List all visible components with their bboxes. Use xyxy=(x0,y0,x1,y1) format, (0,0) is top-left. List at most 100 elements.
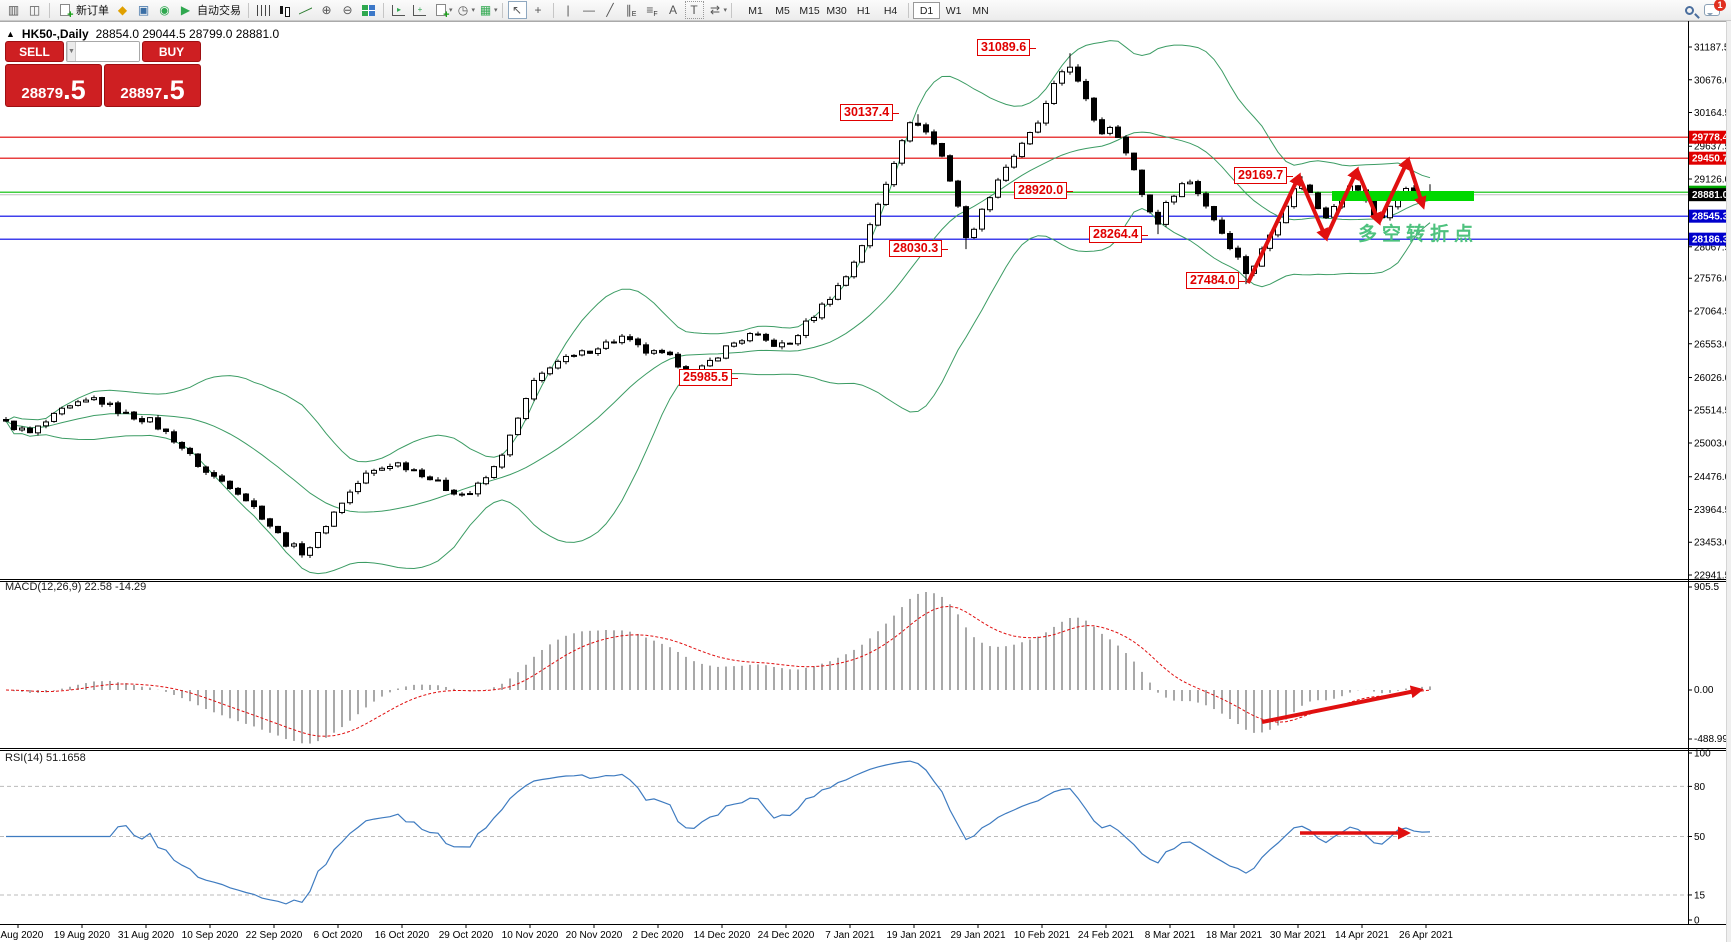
arrows-tool-icon[interactable]: ⇄ xyxy=(710,3,721,17)
timeframe-button-H1[interactable]: H1 xyxy=(850,2,877,19)
price-callout[interactable]: 27484.0 xyxy=(1186,272,1246,289)
svg-text:25514.5: 25514.5 xyxy=(1694,406,1731,417)
svg-text:30676.0: 30676.0 xyxy=(1694,75,1731,86)
timeframe-button-M1[interactable]: M1 xyxy=(742,2,769,19)
arrows-caret-icon[interactable]: ▾ xyxy=(723,7,728,14)
line-glyph xyxy=(299,5,312,16)
notification-badge[interactable]: 1 xyxy=(1714,0,1726,11)
timeframe-button-MN[interactable]: MN xyxy=(967,2,994,19)
svg-text:31187.5: 31187.5 xyxy=(1694,43,1730,54)
svg-text:26553.0: 26553.0 xyxy=(1694,339,1731,350)
chart-canvas[interactable]: 31187.5 30676.0 30164.5 29637.5 29126.0 28067… xyxy=(0,21,1731,942)
macd-panel: 905.5 0.00 -488.99 xyxy=(5,582,1728,745)
text-label-tool-icon[interactable]: T xyxy=(684,1,704,19)
timeframe-button-D1[interactable]: D1 xyxy=(913,1,941,19)
new-chart-icon[interactable]: ▥ xyxy=(7,3,20,17)
text-tool-icon[interactable]: A xyxy=(669,3,678,17)
panel-borders xyxy=(0,21,1731,925)
candlestick-mode-icon[interactable] xyxy=(275,1,294,19)
market-watch-icon[interactable]: ◆ xyxy=(117,3,128,17)
svg-text:26 Apr 2021: 26 Apr 2021 xyxy=(1399,930,1453,941)
periods-caret-icon[interactable]: ▾ xyxy=(471,7,476,14)
line-chart-mode-icon[interactable] xyxy=(296,1,315,19)
new-order-icon[interactable] xyxy=(55,1,74,21)
periods-clock-icon[interactable]: ◷ xyxy=(457,3,469,17)
price-callout[interactable]: 29169.7 xyxy=(1234,167,1294,184)
profiles-icon[interactable]: ◫ xyxy=(28,3,41,17)
bar-chart-mode-icon[interactable] xyxy=(254,1,273,19)
svg-text:29637.5: 29637.5 xyxy=(1694,142,1731,153)
price-callout[interactable]: 31089.6 xyxy=(977,39,1037,56)
tile-windows-icon[interactable] xyxy=(359,1,378,19)
timeframe-button-W1[interactable]: W1 xyxy=(940,2,967,19)
svg-text:30164.5: 30164.5 xyxy=(1694,108,1731,119)
add-indicator-icon[interactable] xyxy=(431,1,450,21)
bollinger-bands xyxy=(5,40,1431,575)
svg-text:24476.0: 24476.0 xyxy=(1694,472,1731,483)
volume-input[interactable] xyxy=(75,42,139,61)
svg-text:29126.0: 29126.0 xyxy=(1694,175,1731,186)
svg-text:23453.0: 23453.0 xyxy=(1694,538,1731,549)
fibo-f-glyph: F xyxy=(653,11,658,18)
sell-price-pane[interactable]: 28879 .5 xyxy=(5,64,102,107)
svg-text:28545.3: 28545.3 xyxy=(1692,212,1729,223)
new-order-label[interactable]: 新订单 xyxy=(76,5,109,17)
chat-icon[interactable]: 1 xyxy=(1704,0,1726,16)
svg-text:15: 15 xyxy=(1694,890,1706,901)
svg-text:28067.5: 28067.5 xyxy=(1694,242,1731,253)
channel-tool-icon[interactable]: ∥ E xyxy=(625,3,637,18)
svg-text:25003.0: 25003.0 xyxy=(1694,439,1731,450)
collapse-icon[interactable]: ▲ xyxy=(6,29,15,39)
terminal-icon[interactable]: ▣ xyxy=(137,3,150,17)
svg-text:31 Aug 2020: 31 Aug 2020 xyxy=(118,930,175,941)
svg-text:22 Sep 2020: 22 Sep 2020 xyxy=(246,930,303,941)
crosshair-tool-icon[interactable]: + xyxy=(534,3,542,17)
trendline-tool-icon[interactable]: ╱ xyxy=(606,3,614,17)
timeframe-button-H4[interactable]: H4 xyxy=(877,2,904,19)
window-edge-strip xyxy=(1726,21,1731,942)
fibonacci-tool-icon[interactable]: ≡ F xyxy=(646,3,658,18)
svg-text:24 Dec 2020: 24 Dec 2020 xyxy=(758,930,815,941)
price-callout[interactable]: 30137.4 xyxy=(840,104,900,121)
chart-shift-icon[interactable]: + xyxy=(410,1,429,19)
timeframe-button-M15[interactable]: M15 xyxy=(796,2,823,19)
svg-text:23964.5: 23964.5 xyxy=(1694,505,1731,516)
timeframe-button-M30[interactable]: M30 xyxy=(823,2,850,19)
horizontal-level-lines xyxy=(0,136,1688,240)
horizontal-line-tool-icon[interactable]: — xyxy=(583,3,596,17)
svg-text:6 Oct 2020: 6 Oct 2020 xyxy=(314,930,363,941)
template-caret-icon[interactable]: ▾ xyxy=(494,7,498,14)
add-indicator-caret-icon[interactable]: ▾ xyxy=(449,7,453,14)
tile-glyph xyxy=(362,4,375,16)
bars-glyph xyxy=(257,4,270,16)
autotrade-icon[interactable]: ▶ xyxy=(180,3,191,17)
svg-text:7 Jan 2021: 7 Jan 2021 xyxy=(825,930,875,941)
autotrade-label[interactable]: 自动交易 xyxy=(197,5,241,17)
svg-text:905.5: 905.5 xyxy=(1694,582,1719,593)
price-callout[interactable]: 28264.4 xyxy=(1089,226,1149,243)
cursor-tool-icon[interactable]: ↖ xyxy=(507,1,527,19)
svg-text:27064.5: 27064.5 xyxy=(1694,307,1731,318)
auto-scroll-icon[interactable]: ▸ xyxy=(389,1,408,19)
price-callout[interactable]: 25985.5 xyxy=(679,369,739,386)
svg-text:29 Oct 2020: 29 Oct 2020 xyxy=(439,930,494,941)
volume-decrease-button[interactable]: ▼ xyxy=(67,42,76,61)
price-callout[interactable]: 28030.3 xyxy=(889,240,949,257)
ohlc-values: 28854.0 29044.5 28799.0 28881.0 xyxy=(95,27,280,41)
chart-template-icon[interactable]: ▦ xyxy=(479,3,492,17)
buy-button[interactable]: BUY xyxy=(142,41,201,62)
svg-text:14 Apr 2021: 14 Apr 2021 xyxy=(1335,930,1389,941)
candles-glyph xyxy=(278,5,291,17)
zoom-in-icon[interactable]: ⊕ xyxy=(321,3,332,17)
svg-text:2 Dec 2020: 2 Dec 2020 xyxy=(632,930,684,941)
buy-price-pane[interactable]: 28897 .5 xyxy=(104,64,201,107)
price-callout[interactable]: 28920.0 xyxy=(1014,182,1074,199)
zoom-out-icon[interactable]: ⊖ xyxy=(342,3,353,17)
svg-text:18 Mar 2021: 18 Mar 2021 xyxy=(1206,930,1263,941)
sell-button[interactable]: SELL xyxy=(5,41,64,62)
vertical-line-tool-icon[interactable]: | xyxy=(566,3,570,17)
volume-stepper: ▼ ▲ xyxy=(66,41,140,62)
search-icon[interactable] xyxy=(1685,5,1694,15)
strategy-tester-icon[interactable]: ◉ xyxy=(159,3,170,17)
timeframe-button-M5[interactable]: M5 xyxy=(769,2,796,19)
